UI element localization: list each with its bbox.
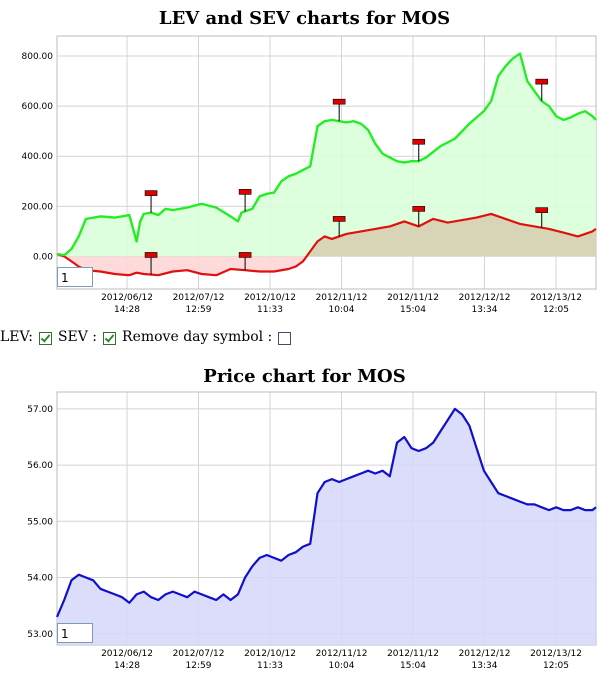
price-chart-page-input[interactable]: 1 <box>57 623 93 643</box>
sev-checkbox[interactable] <box>103 331 117 345</box>
sev-series-line <box>56 212 597 277</box>
price-series-area <box>57 408 596 645</box>
remove-day-symbol-label: Remove day symbol : <box>122 329 273 345</box>
lev-day-marker-flag <box>412 138 426 145</box>
price-y-tick-label: 54.00 <box>27 574 53 584</box>
sev-positive-area <box>57 213 596 257</box>
lev-x-tick-time: 12:05 <box>543 305 569 315</box>
chart-controls: LEV: SEV : Remove day symbol : <box>0 327 297 347</box>
price-x-tick-time: 11:33 <box>257 661 283 671</box>
price-y-tick-label: 55.00 <box>27 517 53 527</box>
lev-y-tick-label: 200.00 <box>22 202 54 212</box>
price-x-tick-time: 10:04 <box>329 661 355 671</box>
price-y-tick-label: 57.00 <box>27 405 53 415</box>
price-x-tick-time: 13:34 <box>472 661 498 671</box>
sev-day-marker-flag <box>238 252 252 258</box>
lev-x-tick-time: 12:59 <box>186 305 212 315</box>
remove-day-symbol-checkbox[interactable] <box>278 331 292 345</box>
price-x-tick-time: 14:28 <box>114 661 140 671</box>
sev-label: SEV : <box>57 329 98 345</box>
lev-x-tick-time: 14:28 <box>114 305 140 315</box>
lev-series-area <box>57 53 596 257</box>
lev-chart-title: LEV and SEV charts for MOS <box>158 8 451 29</box>
price-x-tick-date: 2012/13/12 <box>530 649 582 659</box>
lev-x-tick-date: 2012/10/12 <box>244 293 296 303</box>
lev-x-tick-time: 11:33 <box>257 305 283 315</box>
lev-day-marker-flag <box>535 78 549 85</box>
lev-x-tick-date: 2012/06/12 <box>101 293 153 303</box>
price-x-tick-date: 2012/11/12 <box>316 649 368 659</box>
lev-sev-chart: 0.00 200.00 400.00 600.00 800.00 2012/06/12 14… <box>22 35 597 315</box>
lev-x-tick-date: 2012/11/12 <box>387 293 439 303</box>
lev-label: LEV: <box>0 329 33 345</box>
sev-day-marker-flag <box>535 207 549 213</box>
price-series-line <box>55 407 597 618</box>
lev-checkbox[interactable] <box>38 331 52 345</box>
price-x-tick-date: 2012/11/12 <box>387 649 439 659</box>
price-y-tick-label: 56.00 <box>27 461 53 471</box>
lev-y-tick-label: 800.00 <box>22 52 54 62</box>
lev-chart-page-input[interactable]: 1 <box>57 267 93 287</box>
sev-day-marker-flag <box>144 252 158 258</box>
price-x-tick-date: 2012/06/12 <box>101 649 153 659</box>
lev-day-marker-flag <box>332 98 346 105</box>
price-x-tick-date: 2012/10/12 <box>244 649 296 659</box>
lev-x-tick-date: 2012/11/12 <box>316 293 368 303</box>
price-x-tick-time: 15:04 <box>400 661 426 671</box>
price-chart-title: Price chart for MOS <box>203 366 406 387</box>
lev-x-tick-time: 10:04 <box>329 305 355 315</box>
lev-y-tick-label: 600.00 <box>22 102 54 112</box>
lev-x-tick-time: 13:34 <box>472 305 498 315</box>
lev-x-tick-date: 2012/07/12 <box>173 293 225 303</box>
sev-day-marker-flag <box>412 206 426 212</box>
lev-day-marker-flag <box>238 189 252 195</box>
lev-x-tick-date: 2012/12/12 <box>459 293 511 303</box>
sev-day-marker-flag <box>332 216 346 222</box>
lev-series-line-top <box>56 52 597 257</box>
price-x-tick-time: 12:59 <box>186 661 212 671</box>
lev-y-tick-label: 0.00 <box>33 252 53 262</box>
price-x-tick-time: 12:05 <box>543 661 569 671</box>
lev-x-tick-time: 15:04 <box>400 305 426 315</box>
lev-y-tick-label: 400.00 <box>22 152 54 162</box>
price-y-tick-label: 53.00 <box>27 630 53 640</box>
lev-day-marker-flag <box>144 190 158 196</box>
price-x-tick-date: 2012/07/12 <box>173 649 225 659</box>
price-x-tick-date: 2012/12/12 <box>459 649 511 659</box>
lev-x-tick-date: 2012/13/12 <box>530 293 582 303</box>
